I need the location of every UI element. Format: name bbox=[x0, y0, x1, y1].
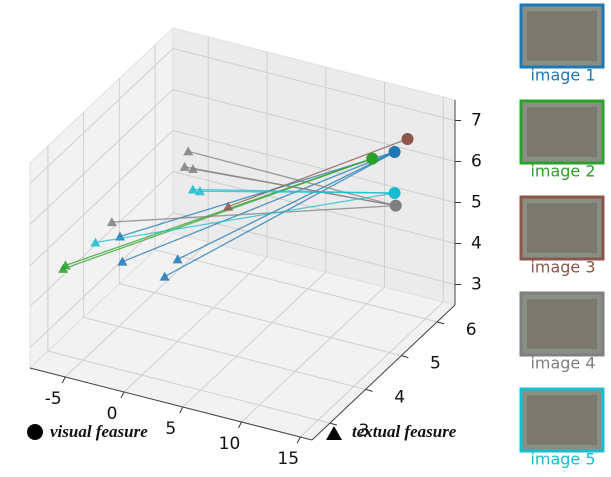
image-label: image 1 bbox=[530, 66, 595, 85]
legend-triangle-icon bbox=[326, 426, 342, 440]
z-tick-label: 5 bbox=[471, 193, 482, 213]
visual-point bbox=[390, 200, 402, 212]
x-tick bbox=[121, 392, 124, 398]
y-tick bbox=[437, 322, 444, 324]
visual-point bbox=[402, 133, 414, 145]
y-tick bbox=[366, 389, 373, 391]
y-tick-label: 5 bbox=[430, 354, 441, 374]
y-tick-label: 6 bbox=[466, 320, 477, 340]
image-content bbox=[527, 107, 597, 157]
image-content bbox=[527, 203, 597, 253]
legend-textual: textual feasure bbox=[352, 422, 457, 441]
z-tick-label: 6 bbox=[471, 152, 482, 172]
visual-point bbox=[389, 146, 401, 158]
x-tick bbox=[239, 422, 242, 428]
y-tick bbox=[401, 356, 408, 358]
image-content bbox=[527, 11, 597, 61]
x-tick bbox=[297, 437, 300, 443]
image-label: image 2 bbox=[530, 162, 595, 181]
image-content bbox=[527, 395, 597, 445]
image-label: image 3 bbox=[530, 258, 595, 277]
image-content bbox=[527, 299, 597, 349]
x-tick bbox=[62, 377, 65, 383]
x-tick-label: 15 bbox=[277, 449, 299, 469]
visual-point bbox=[389, 187, 401, 199]
x-tick-label: -5 bbox=[45, 389, 62, 409]
z-tick-label: 4 bbox=[471, 234, 482, 254]
y-tick bbox=[330, 423, 337, 425]
legend-visual: visual feasure bbox=[50, 422, 148, 441]
z-tick-label: 7 bbox=[471, 111, 482, 131]
x-tick-label: 5 bbox=[165, 419, 176, 439]
x-tick bbox=[180, 407, 183, 413]
visual-point bbox=[366, 153, 378, 165]
image-label: image 4 bbox=[530, 354, 595, 373]
legend-circle-icon bbox=[27, 424, 43, 440]
image-panel: image 1 image 2 image 3 image 4 image 5 bbox=[521, 5, 603, 469]
image-label: image 5 bbox=[530, 450, 595, 469]
y-tick-label: 4 bbox=[394, 387, 405, 407]
x-tick-label: 10 bbox=[219, 434, 241, 454]
chart: -5051015345634567 image 1image 2image 3i… bbox=[0, 0, 611, 477]
z-tick-label: 3 bbox=[471, 275, 482, 295]
